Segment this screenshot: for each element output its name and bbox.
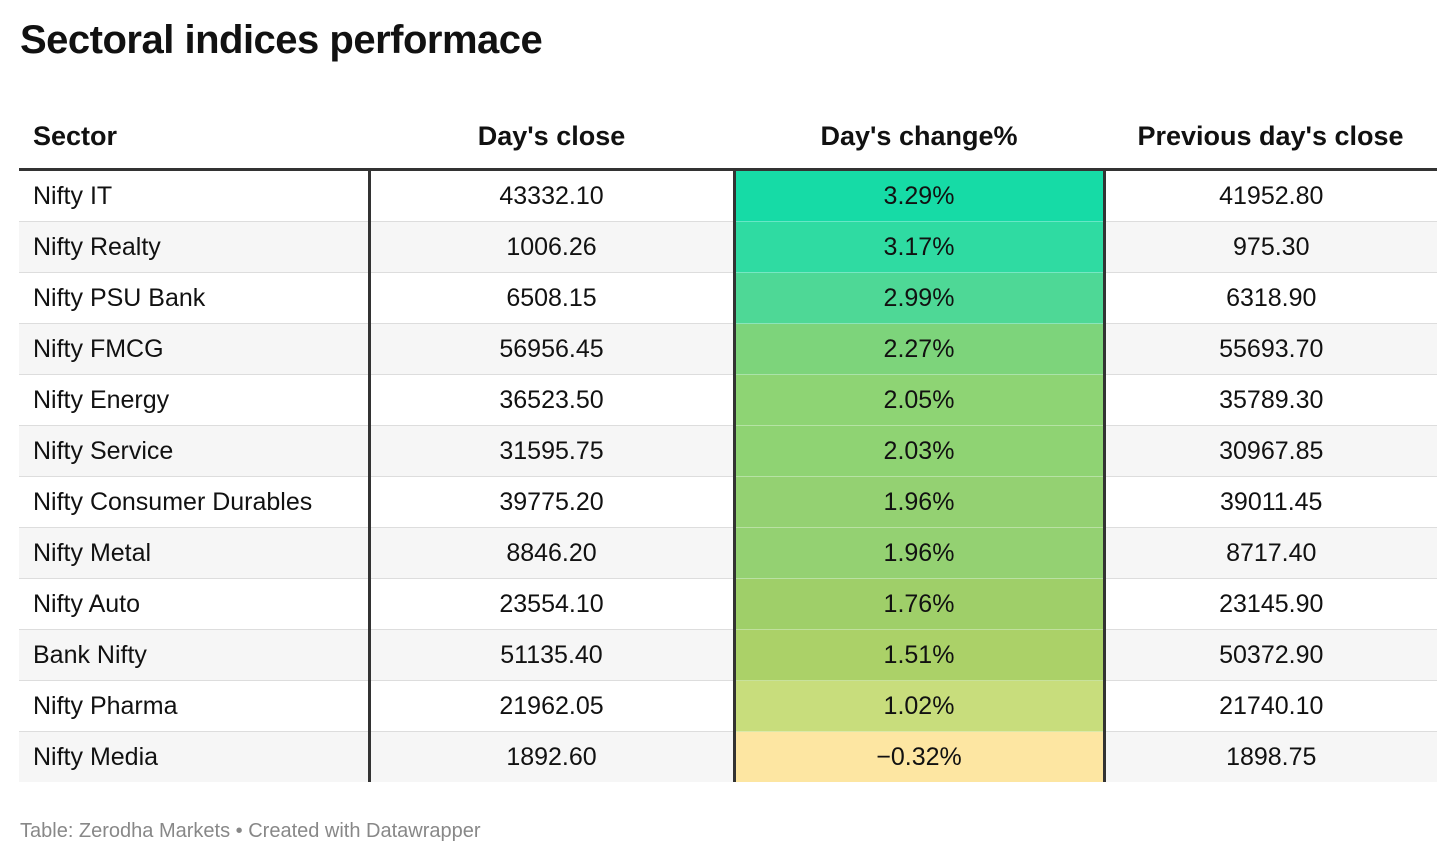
- cell-sector: Nifty PSU Bank: [19, 272, 371, 324]
- cell-change: 3.17%: [734, 221, 1106, 273]
- cell-close: 56956.45: [369, 323, 736, 375]
- cell-close: 36523.50: [369, 374, 736, 426]
- header-row: Sector Day's close Day's change% Previou…: [19, 104, 1437, 171]
- table-row: Nifty Realty 1006.26 3.17% 975.30: [19, 221, 1437, 273]
- table-row: Nifty IT 43332.10 3.29% 41952.80: [19, 169, 1437, 222]
- cell-prev: 50372.90: [1104, 629, 1437, 681]
- cell-change: 1.51%: [734, 629, 1106, 681]
- table-body: Nifty IT 43332.10 3.29% 41952.80 Nifty Realt…: [19, 169, 1437, 782]
- source-footer: Table: Zerodha Markets • Created with Da…: [20, 820, 481, 842]
- cell-close: 1892.60: [369, 731, 736, 782]
- cell-prev: 21740.10: [1104, 680, 1437, 732]
- cell-prev: 35789.30: [1104, 374, 1437, 426]
- cell-prev: 1898.75: [1104, 731, 1437, 782]
- column-header-close[interactable]: Day's close: [369, 104, 734, 171]
- cell-close: 21962.05: [369, 680, 736, 732]
- table-row: Nifty Consumer Durables 39775.20 1.96% 3901…: [19, 476, 1437, 528]
- cell-change: 2.05%: [734, 374, 1106, 426]
- table-row: Nifty Media 1892.60 −0.32% 1898.75: [19, 731, 1437, 782]
- cell-sector: Nifty Pharma: [19, 680, 371, 732]
- cell-prev: 8717.40: [1104, 527, 1437, 579]
- cell-sector: Nifty Consumer Durables: [19, 476, 371, 528]
- cell-close: 31595.75: [369, 425, 736, 477]
- cell-sector: Nifty Metal: [19, 527, 371, 579]
- cell-sector: Nifty Service: [19, 425, 371, 477]
- table-row: Nifty Auto 23554.10 1.76% 23145.90: [19, 578, 1437, 630]
- cell-prev: 55693.70: [1104, 323, 1437, 375]
- cell-sector: Bank Nifty: [19, 629, 371, 681]
- cell-change: 2.99%: [734, 272, 1106, 324]
- cell-change: 3.29%: [734, 169, 1106, 222]
- table-row: Nifty Service 31595.75 2.03% 30967.85: [19, 425, 1437, 477]
- column-header-sector[interactable]: Sector: [19, 104, 369, 171]
- table-row: Nifty FMCG 56956.45 2.27% 55693.70: [19, 323, 1437, 375]
- table-row: Nifty PSU Bank 6508.15 2.99% 6318.90: [19, 272, 1437, 324]
- cell-close: 51135.40: [369, 629, 736, 681]
- cell-close: 1006.26: [369, 221, 736, 273]
- column-header-change[interactable]: Day's change%: [734, 104, 1104, 171]
- cell-change: 1.96%: [734, 527, 1106, 579]
- cell-close: 23554.10: [369, 578, 736, 630]
- cell-close: 39775.20: [369, 476, 736, 528]
- cell-close: 8846.20: [369, 527, 736, 579]
- cell-close: 43332.10: [369, 169, 736, 222]
- cell-sector: Nifty Media: [19, 731, 371, 782]
- table-row: Nifty Metal 8846.20 1.96% 8717.40: [19, 527, 1437, 579]
- cell-sector: Nifty FMCG: [19, 323, 371, 375]
- cell-change: −0.32%: [734, 731, 1106, 782]
- cell-change: 1.96%: [734, 476, 1106, 528]
- cell-change: 2.03%: [734, 425, 1106, 477]
- cell-prev: 975.30: [1104, 221, 1437, 273]
- cell-sector: Nifty Energy: [19, 374, 371, 426]
- table-row: Nifty Energy 36523.50 2.05% 35789.30: [19, 374, 1437, 426]
- cell-change: 1.76%: [734, 578, 1106, 630]
- cell-prev: 41952.80: [1104, 169, 1437, 222]
- cell-change: 2.27%: [734, 323, 1106, 375]
- cell-close: 6508.15: [369, 272, 736, 324]
- cell-prev: 23145.90: [1104, 578, 1437, 630]
- sector-table: Sector Day's close Day's change% Previou…: [19, 104, 1437, 782]
- table-row: Bank Nifty 51135.40 1.51% 50372.90: [19, 629, 1437, 681]
- page-title: Sectoral indices performace: [20, 18, 543, 62]
- cell-sector: Nifty Realty: [19, 221, 371, 273]
- cell-prev: 6318.90: [1104, 272, 1437, 324]
- cell-prev: 39011.45: [1104, 476, 1437, 528]
- table-row: Nifty Pharma 21962.05 1.02% 21740.10: [19, 680, 1437, 732]
- cell-change: 1.02%: [734, 680, 1106, 732]
- cell-sector: Nifty IT: [19, 169, 371, 222]
- cell-prev: 30967.85: [1104, 425, 1437, 477]
- cell-sector: Nifty Auto: [19, 578, 371, 630]
- column-header-prev[interactable]: Previous day's close: [1104, 104, 1437, 171]
